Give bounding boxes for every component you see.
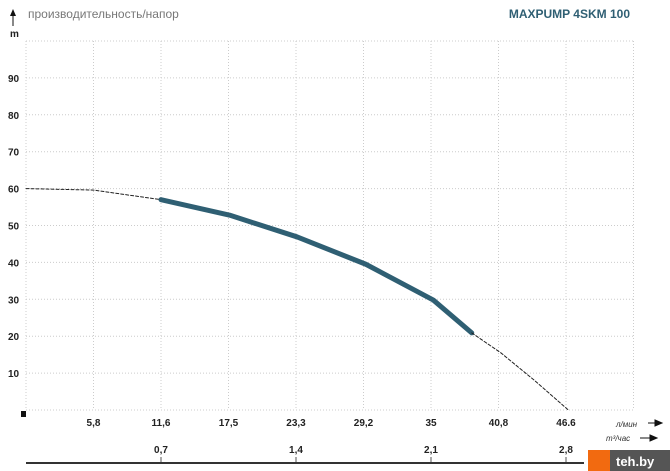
x2-tick-label: 1,4	[289, 445, 303, 456]
x2-axis-label: m³/час	[606, 434, 630, 443]
y-axis-label: m	[10, 29, 19, 40]
y-tick-label: 70	[8, 148, 20, 159]
y-tick-label: 40	[8, 258, 20, 269]
x2-tick-label: 0,7	[154, 445, 168, 456]
x-tick-label: 40,8	[489, 418, 509, 429]
x-tick-label: 11,6	[152, 418, 171, 429]
chart-title: производительность/напор	[28, 7, 179, 21]
series-line-2	[471, 332, 569, 411]
arrow-up-icon	[10, 9, 16, 16]
arrow-right-icon	[648, 419, 664, 427]
model-title: MAXPUMP 4SKM 100	[509, 7, 630, 21]
x-tick-label: 23,3	[286, 418, 306, 429]
x-tick-label: 46.6	[556, 418, 576, 429]
x2-tick-label: 2,1	[424, 445, 438, 456]
y-tick-label: 10	[8, 369, 20, 380]
series-line-0	[25, 188, 162, 201]
y-tick-label: 50	[8, 222, 20, 233]
x-tick-label: 5,8	[87, 418, 101, 429]
x-tick-label: 17,5	[219, 418, 239, 429]
x-axis-label: л/мин	[615, 420, 638, 429]
series-line-1	[158, 197, 475, 336]
x-tick-label: 35	[425, 418, 437, 429]
x2-tick-label: 2,8	[559, 445, 573, 456]
y-tick-label: 30	[8, 295, 20, 306]
watermark-logo	[588, 450, 610, 471]
y-tick-label: 20	[8, 332, 20, 343]
y-tick-label: 60	[8, 185, 20, 196]
watermark-text: teh.by	[616, 454, 655, 469]
x-tick-label: 29,2	[354, 418, 374, 429]
watermark-bg	[610, 450, 670, 471]
y-tick-label: 90	[8, 74, 20, 85]
arrow-right-icon	[640, 434, 659, 442]
y-tick-label: 80	[8, 111, 20, 122]
origin-marker	[21, 411, 26, 417]
